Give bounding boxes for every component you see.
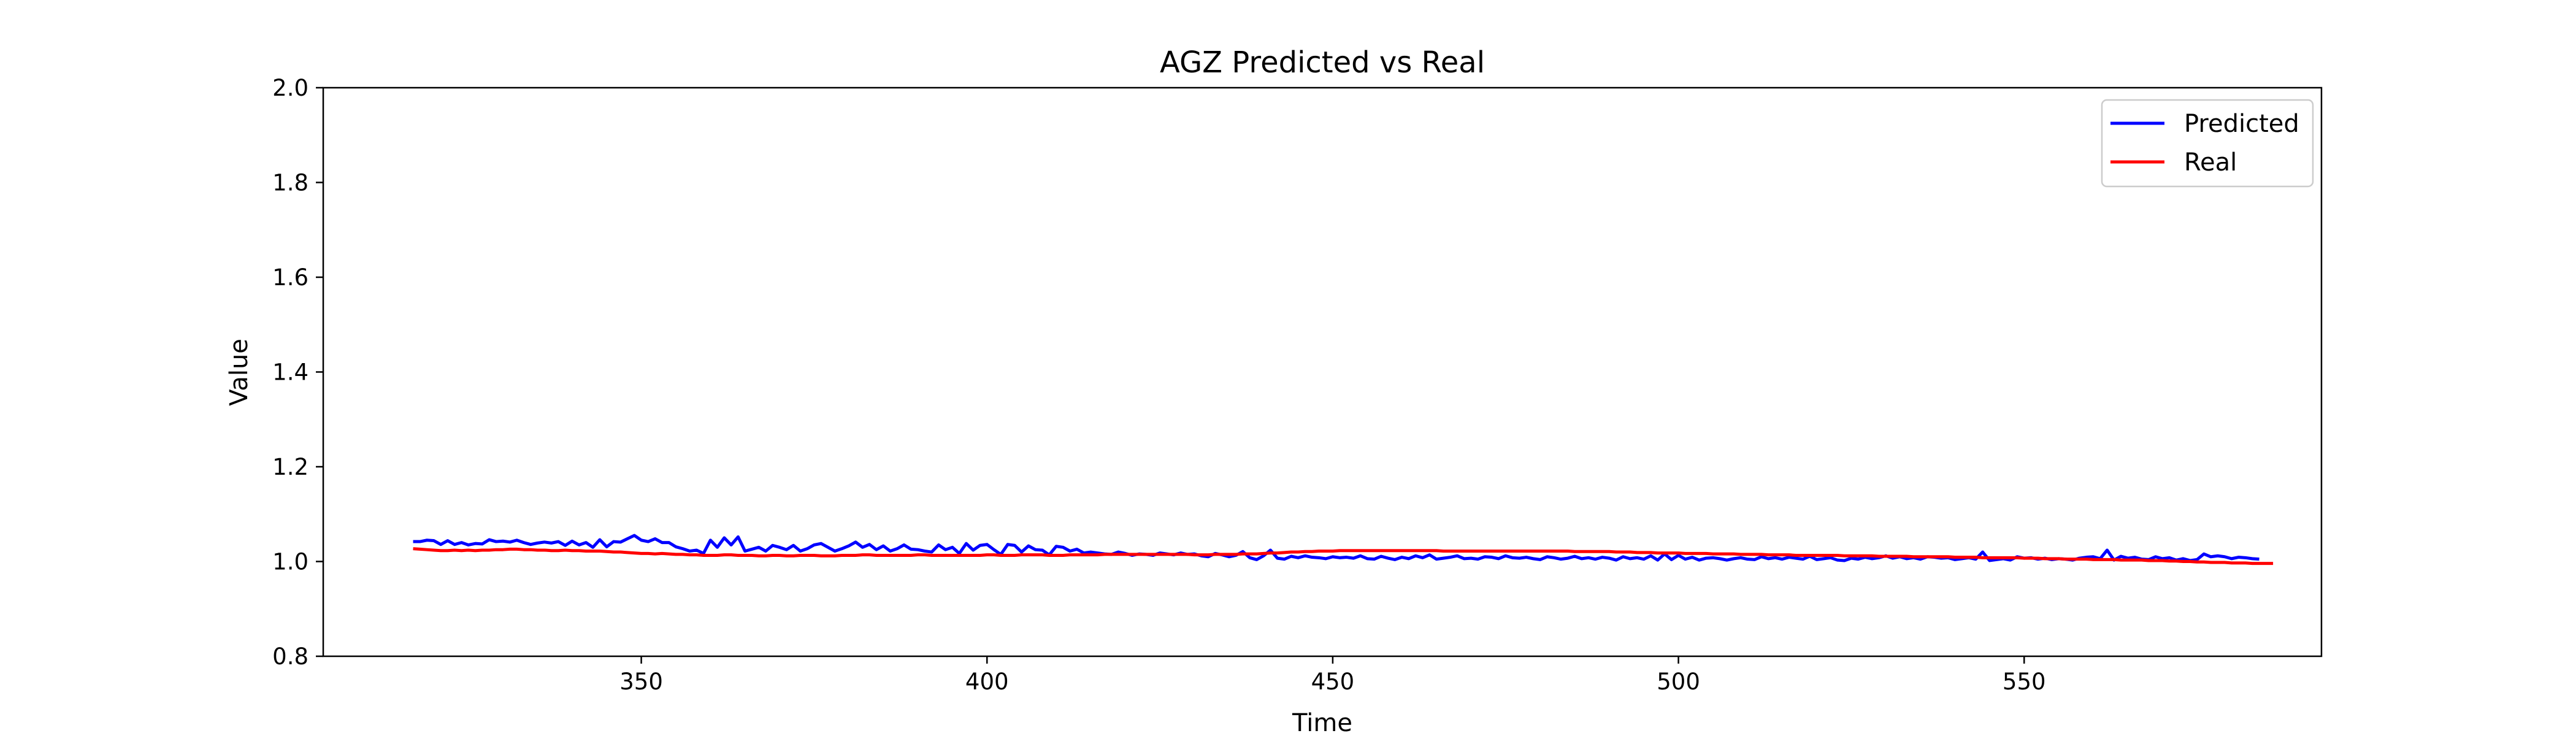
x-tick-label: 500 (1657, 669, 1700, 695)
series-line-predicted (413, 534, 2260, 562)
y-tick-label: 1.2 (272, 454, 309, 480)
legend-label-predicted: Predicted (2184, 110, 2299, 138)
x-tick-label: 400 (965, 669, 1009, 695)
y-tick-label: 1.6 (272, 264, 309, 291)
legend: Predicted Real (2101, 99, 2314, 188)
x-axis-label: Time (1292, 709, 1352, 736)
plot-area: 350 400 450 500 550 0.8 1.0 1.2 1.4 1.6 1.8 2.0 (272, 75, 2323, 695)
y-tick-label: 2.0 (272, 75, 309, 101)
x-tick-label: 350 (619, 669, 663, 695)
x-tick-label: 450 (1311, 669, 1355, 695)
y-tick-label: 1.4 (272, 359, 309, 386)
chart-title: AGZ Predicted vs Real (1160, 45, 1485, 80)
legend-label-real: Real (2184, 148, 2237, 177)
y-tick-label: 0.8 (272, 643, 309, 670)
y-tick-label: 1.0 (272, 549, 309, 575)
series-line-real (413, 547, 2274, 565)
legend-box (2101, 99, 2314, 188)
y-axis-label: Value (225, 339, 253, 406)
y-tick-label: 1.8 (272, 170, 309, 196)
x-tick-label: 550 (2003, 669, 2046, 695)
